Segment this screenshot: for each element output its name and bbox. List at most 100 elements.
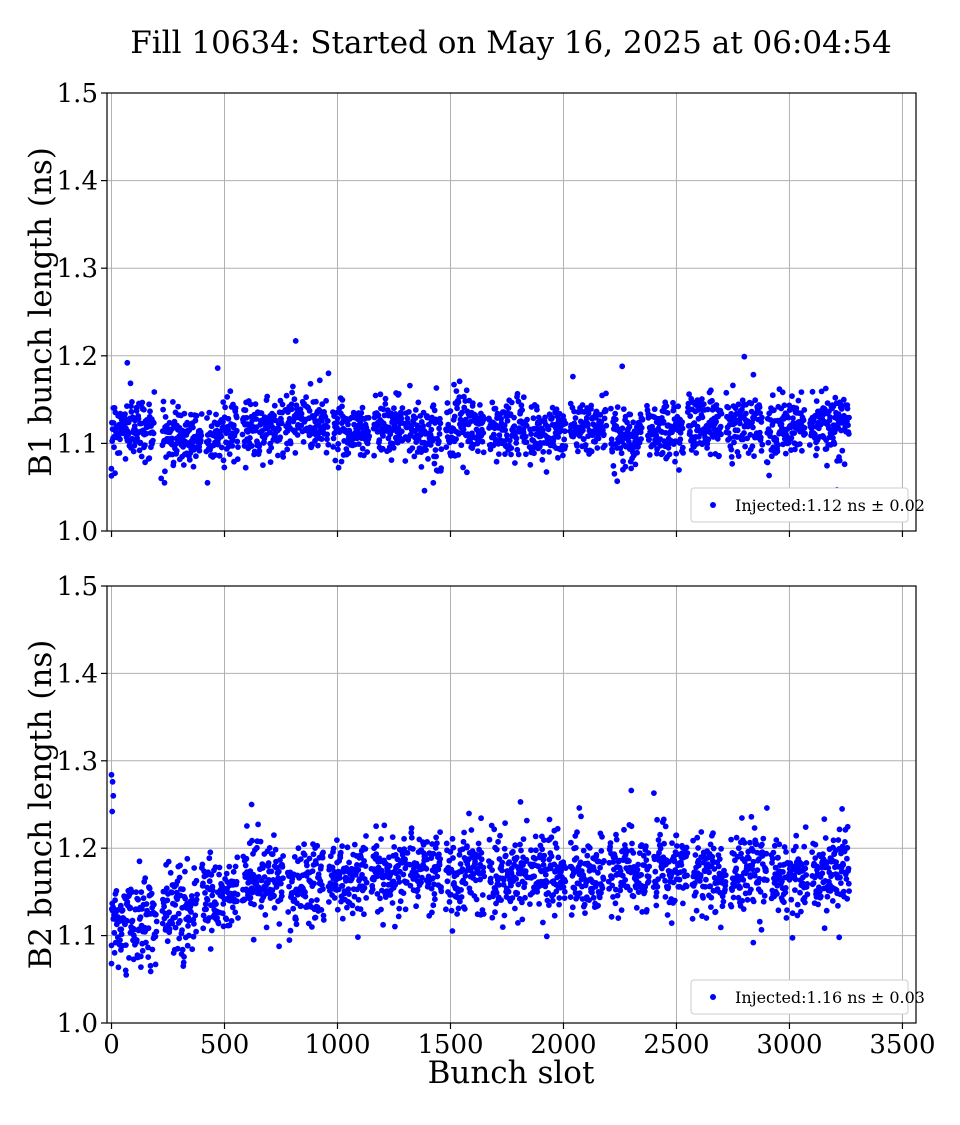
data-point: [434, 840, 440, 847]
data-point: [531, 873, 538, 880]
data-point: [362, 863, 369, 869]
data-point: [719, 903, 726, 910]
data-point: [776, 841, 783, 848]
y-tick-label: 1.0: [57, 517, 98, 547]
data-point: [686, 391, 692, 398]
data-point: [703, 876, 709, 883]
data-point: [493, 889, 500, 896]
data-point: [626, 858, 632, 864]
data-point: [830, 434, 836, 441]
data-point: [643, 843, 649, 850]
data-point: [502, 852, 509, 859]
data-point: [182, 868, 188, 875]
data-point: [125, 431, 132, 438]
data-point: [645, 873, 652, 880]
data-point: [577, 859, 584, 866]
data-point: [699, 414, 706, 421]
data-point: [332, 457, 339, 464]
data-point: [135, 896, 142, 903]
data-point: [598, 848, 605, 854]
data-point: [223, 870, 230, 877]
data-point: [234, 898, 240, 905]
data-point: [203, 906, 210, 913]
data-point: [824, 893, 831, 900]
data-point: [319, 418, 325, 424]
data-point: [378, 906, 384, 913]
data-point: [683, 883, 690, 890]
data-point: [662, 877, 668, 884]
data-point: [662, 894, 669, 900]
data-point: [775, 442, 781, 448]
data-point: [489, 399, 496, 406]
data-point: [394, 439, 401, 446]
data-point: [748, 813, 755, 820]
data-point: [239, 431, 246, 438]
data-point: [677, 436, 684, 443]
data-point: [339, 843, 345, 849]
data-point: [730, 382, 736, 389]
legend: Injected:1.16 ns ± 0.03: [690, 979, 925, 1015]
data-point: [234, 456, 241, 463]
data-point: [277, 857, 283, 863]
data-point: [271, 832, 277, 838]
legend: Injected:1.12 ns ± 0.02: [690, 487, 925, 523]
data-point: [431, 891, 438, 897]
data-point: [267, 459, 274, 465]
data-point: [408, 829, 415, 836]
data-point: [402, 906, 409, 913]
data-point: [602, 442, 608, 449]
data-point: [653, 902, 660, 909]
data-point: [179, 927, 185, 934]
data-point: [229, 443, 236, 449]
data-point: [612, 886, 619, 893]
data-point: [324, 418, 331, 424]
data-point: [292, 450, 299, 456]
data-point: [601, 431, 607, 438]
data-point: [730, 894, 737, 901]
data-point: [115, 964, 122, 971]
legend-label: Injected:1.12 ns ± 0.02: [735, 496, 925, 515]
data-point: [760, 898, 767, 905]
data-point: [837, 874, 843, 881]
data-point: [523, 439, 530, 446]
data-point: [291, 396, 298, 403]
data-point: [561, 895, 568, 901]
data-point: [225, 426, 232, 433]
data-point: [160, 398, 167, 405]
data-point: [138, 953, 144, 960]
data-point: [707, 883, 714, 890]
data-point: [462, 416, 469, 423]
data-point: [599, 833, 605, 840]
data-point: [782, 885, 789, 891]
data-point: [172, 924, 179, 931]
y-tick-label: 1.2: [57, 342, 98, 372]
data-point: [314, 842, 321, 849]
data-point: [314, 897, 320, 903]
data-point: [562, 420, 569, 427]
data-point: [754, 867, 761, 873]
data-point: [345, 886, 352, 892]
data-point: [478, 815, 484, 822]
data-point: [293, 921, 300, 928]
data-point: [436, 431, 443, 437]
data-point: [365, 414, 372, 421]
data-point: [844, 844, 851, 851]
data-point: [697, 872, 704, 878]
data-point: [216, 871, 223, 878]
data-point: [586, 845, 593, 851]
data-point: [230, 422, 237, 429]
data-point: [204, 479, 211, 486]
data-point: [618, 907, 625, 913]
data-point: [680, 900, 686, 907]
data-point: [357, 906, 364, 913]
data-point: [728, 446, 735, 453]
data-point: [111, 949, 118, 956]
data-point: [443, 840, 450, 847]
data-point: [582, 442, 589, 448]
data-point: [634, 866, 641, 873]
data-point: [449, 928, 456, 934]
data-point: [748, 400, 755, 407]
data-point: [192, 912, 199, 919]
data-point: [150, 437, 156, 444]
data-point: [473, 896, 480, 903]
